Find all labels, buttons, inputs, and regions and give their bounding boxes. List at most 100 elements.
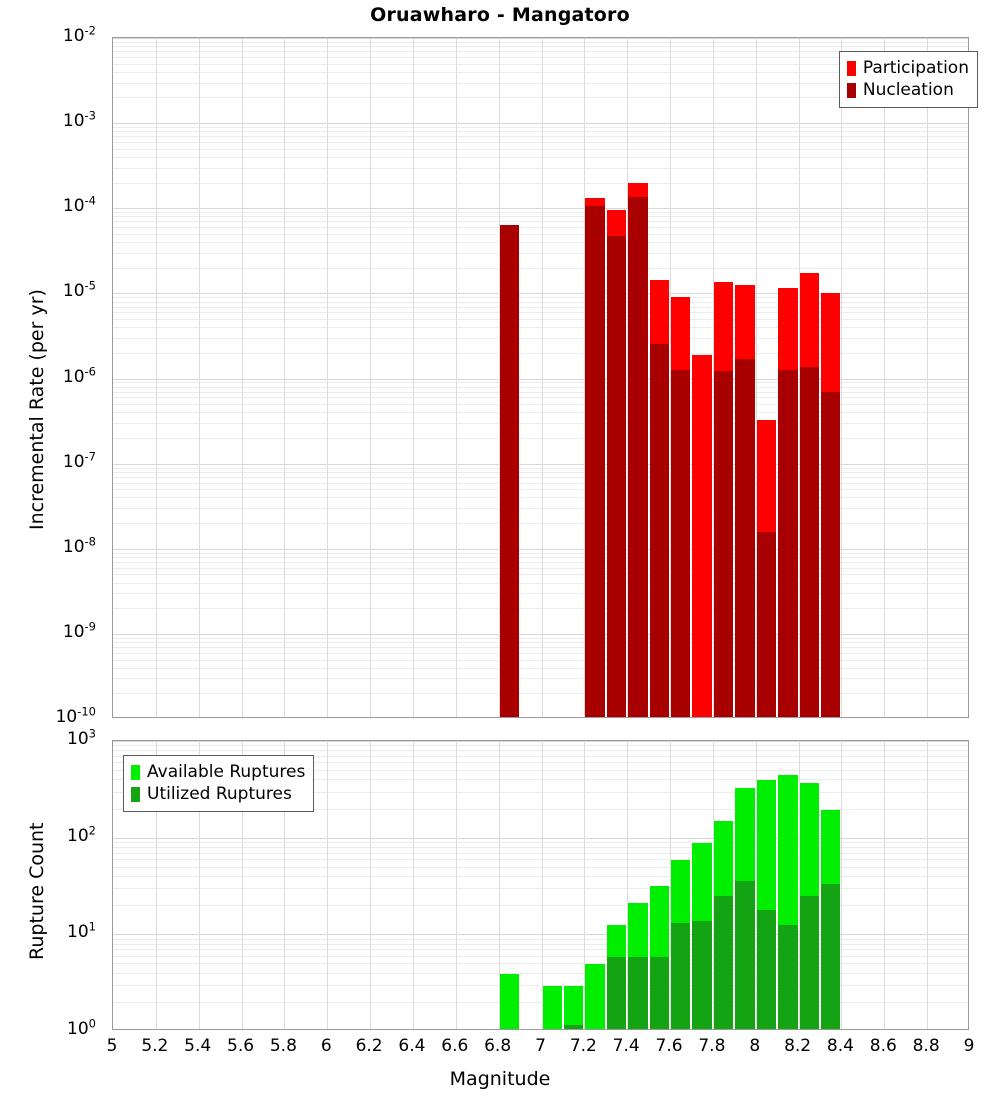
legend-item-label: Nucleation <box>862 79 954 100</box>
x-tick-label: 8.8 <box>912 1036 940 1056</box>
bottom-chart-legend: Available Ruptures Utilized Ruptures <box>123 755 315 812</box>
top-chart-y-axis-label: Incremental Rate (per yr) <box>26 289 48 530</box>
bar-segment-utilized-ruptures <box>606 956 627 1029</box>
bar <box>778 741 798 1029</box>
top-chart-bars <box>113 38 968 717</box>
legend-item-label: Utilized Ruptures <box>147 783 292 804</box>
bar <box>671 38 691 717</box>
bar <box>713 741 734 1029</box>
square-swatch-icon <box>846 60 856 76</box>
bar <box>606 38 627 717</box>
x-tick-label: 5.6 <box>227 1036 255 1056</box>
y-tick-exponent: -4 <box>84 193 96 208</box>
bar-segment-nucleation <box>821 392 841 717</box>
bar <box>799 38 820 717</box>
bar-segment-available-ruptures <box>499 974 520 1029</box>
bar-segment-nucleation <box>649 344 670 717</box>
x-tick-label: 5 <box>106 1036 118 1056</box>
bar-segment-utilized-ruptures <box>713 895 734 1029</box>
bar <box>585 38 605 717</box>
bar-segment-available-ruptures <box>563 985 584 1029</box>
page-title: Oruawharo - Mangatoro <box>370 4 630 26</box>
y-tick-exponent: -7 <box>84 448 96 463</box>
x-tick-label: 8 <box>749 1036 761 1056</box>
bar <box>713 38 734 717</box>
y-tick-label: 10-3 <box>63 110 96 130</box>
legend-item: Nucleation <box>846 79 969 101</box>
x-tick-label: 6.8 <box>484 1036 512 1056</box>
y-tick-label: 10-10 <box>56 706 96 726</box>
y-tick-exponent: 2 <box>88 823 96 837</box>
x-tick-label: 6.2 <box>355 1036 383 1056</box>
bar-segment-utilized-ruptures <box>821 883 841 1029</box>
y-tick-label: 10-4 <box>62 195 96 217</box>
y-tick-mantissa: 10 <box>67 922 89 943</box>
bar <box>735 741 755 1029</box>
y-tick-exponent: 3 <box>88 726 96 741</box>
bar-segment-nucleation <box>756 531 777 717</box>
x-tick-label: 6 <box>320 1036 332 1056</box>
x-tick-label: 7.2 <box>569 1036 597 1056</box>
x-tick-label: 5.2 <box>141 1036 169 1056</box>
square-swatch-icon <box>846 82 856 98</box>
bar <box>778 38 798 717</box>
y-tick-exponent: -5 <box>84 278 96 293</box>
legend-item: Available Ruptures <box>131 761 305 783</box>
bar <box>563 741 584 1029</box>
bar-segment-nucleation <box>671 369 691 717</box>
y-tick-mantissa: 10 <box>62 196 85 217</box>
bar-segment-nucleation <box>778 369 798 717</box>
y-tick-mantissa: 10 <box>62 281 85 302</box>
top-chart-legend: Participation Nucleation <box>838 51 978 108</box>
bar <box>606 741 627 1029</box>
y-tick-mantissa: 10 <box>62 26 85 46</box>
bar <box>671 741 691 1029</box>
bar-segment-utilized-ruptures <box>735 880 755 1029</box>
bar-segment-nucleation <box>585 206 605 717</box>
y-tick-exponent: -2 <box>84 23 96 38</box>
legend-item: Participation <box>846 57 969 79</box>
bottom-chart-plot-area: Available Ruptures Utilized Ruptures <box>112 740 969 1030</box>
x-tick-label: 6.6 <box>441 1036 469 1056</box>
bar <box>756 38 777 717</box>
bar <box>799 741 820 1029</box>
bar-segment-nucleation <box>628 196 648 717</box>
y-tick-label: 10-8 <box>63 535 96 556</box>
y-tick-exponent: -9 <box>84 619 96 634</box>
x-tick-label: 8.2 <box>784 1036 812 1056</box>
bar <box>735 38 755 717</box>
bar <box>628 741 648 1029</box>
bar-segment-available-ruptures <box>585 964 605 1029</box>
bar-segment-utilized-ruptures <box>692 921 712 1029</box>
y-tick-mantissa: 10 <box>62 621 85 642</box>
bar <box>821 741 841 1029</box>
x-tick-label: 7.4 <box>612 1036 640 1056</box>
y-tick-mantissa: 10 <box>62 451 85 472</box>
y-tick-mantissa: 10 <box>67 729 89 749</box>
x-tick-label: 7.8 <box>698 1036 726 1056</box>
y-tick-label: 10-9 <box>62 620 96 642</box>
square-swatch-icon <box>131 764 140 780</box>
bar-segment-available-ruptures <box>542 985 562 1029</box>
y-tick-exponent: -8 <box>84 534 96 549</box>
y-tick-exponent: -10 <box>77 704 96 719</box>
x-tick-label: 9 <box>963 1036 975 1056</box>
y-tick-exponent: -6 <box>84 363 96 378</box>
bar <box>649 741 670 1029</box>
y-tick-mantissa: 10 <box>67 1019 89 1039</box>
y-tick-label: 10-5 <box>62 280 96 302</box>
bar <box>649 38 670 717</box>
bar <box>499 38 520 717</box>
bar <box>821 38 841 717</box>
bar <box>585 741 605 1029</box>
y-tick-label: 100 <box>67 1018 96 1039</box>
y-tick-label: 10-7 <box>62 450 96 472</box>
bar <box>499 741 520 1029</box>
legend-item-label: Available Ruptures <box>147 761 306 782</box>
bar-segment-utilized-ruptures <box>671 922 691 1029</box>
x-tick-label: 6.4 <box>398 1036 426 1056</box>
bar-segment-nucleation <box>713 371 734 717</box>
bar-segment-utilized-ruptures <box>778 924 798 1029</box>
bar-segment-utilized-ruptures <box>628 956 648 1029</box>
